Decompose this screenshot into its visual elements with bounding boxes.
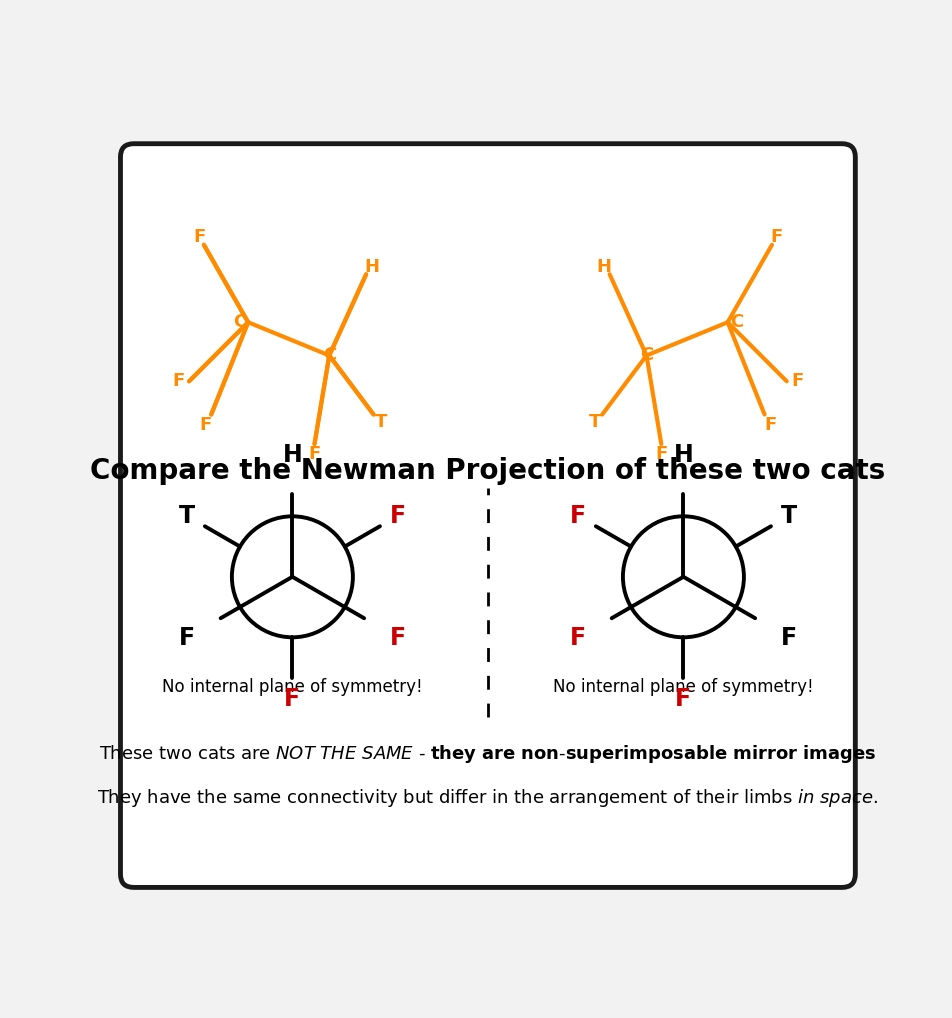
Text: H: H: [596, 258, 611, 276]
Text: No internal plane of symmetry!: No internal plane of symmetry!: [162, 678, 423, 696]
Text: T: T: [179, 504, 195, 528]
Text: F: F: [193, 228, 206, 246]
Text: F: F: [389, 626, 406, 649]
Text: They have the same connectivity but differ in the arrangement of their limbs $\i: They have the same connectivity but diff…: [97, 787, 879, 809]
Text: F: F: [570, 626, 586, 649]
Text: F: F: [172, 373, 185, 390]
Text: C: C: [730, 314, 744, 331]
Text: T: T: [588, 413, 601, 431]
Text: H: H: [365, 258, 380, 276]
Text: F: F: [179, 626, 195, 649]
Text: F: F: [675, 686, 691, 711]
Text: F: F: [308, 445, 321, 463]
Text: T: T: [375, 413, 387, 431]
Text: Compare the Newman Projection of these two cats: Compare the Newman Projection of these t…: [90, 457, 885, 486]
Text: C: C: [232, 314, 246, 331]
Text: F: F: [285, 686, 301, 711]
Text: No internal plane of symmetry!: No internal plane of symmetry!: [553, 678, 814, 696]
Text: F: F: [570, 504, 586, 528]
Text: T: T: [781, 504, 797, 528]
Text: F: F: [199, 415, 211, 434]
Text: These two cats are $\it{NOT\ THE\ SAME}$ - $\mathbf{they\ are\ non\text{-}superi: These two cats are $\it{NOT\ THE\ SAME}$…: [99, 743, 877, 765]
FancyBboxPatch shape: [121, 144, 855, 888]
Text: F: F: [389, 504, 406, 528]
Text: C: C: [640, 346, 653, 364]
Text: C: C: [323, 346, 336, 364]
Text: F: F: [791, 373, 803, 390]
Text: H: H: [283, 443, 302, 467]
Text: F: F: [770, 228, 783, 246]
Text: F: F: [764, 415, 777, 434]
Text: F: F: [781, 626, 797, 649]
Text: H: H: [674, 443, 693, 467]
Text: F: F: [655, 445, 667, 463]
